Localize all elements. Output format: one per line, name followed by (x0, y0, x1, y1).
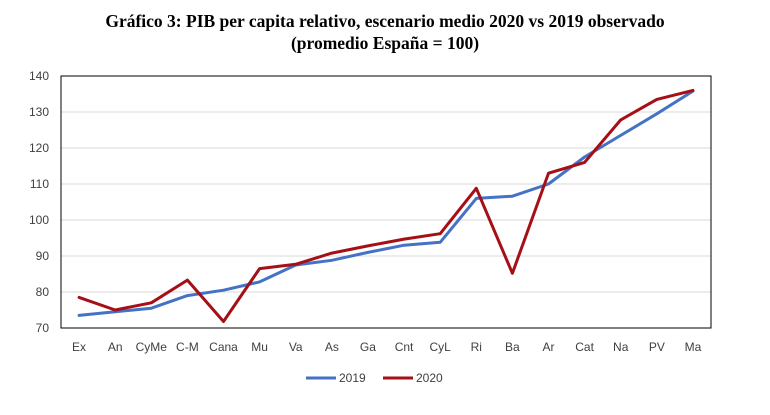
legend-label-2020: 2020 (416, 371, 443, 385)
data-point-2020 (258, 267, 261, 270)
data-point-2019 (547, 182, 550, 186)
data-point-2019 (186, 294, 189, 297)
data-point-2019 (366, 251, 370, 254)
data-point-2020 (511, 272, 514, 275)
data-point-2019 (258, 280, 261, 284)
legend-label-2019: 2019 (339, 371, 366, 385)
series-lines (77, 88, 695, 323)
data-point-2020 (547, 172, 550, 175)
x-tick-label: Ga (360, 340, 376, 354)
data-point-2020 (113, 308, 117, 312)
legend: 2019 2020 (306, 371, 443, 385)
data-point-2020 (475, 187, 478, 190)
data-point-2020 (619, 118, 622, 122)
x-tick-label: Cnt (395, 340, 414, 354)
data-point-2019 (402, 244, 406, 247)
data-point-2019 (655, 112, 659, 116)
y-tick-label: 140 (29, 69, 49, 83)
x-tick-label: Ba (505, 340, 520, 354)
x-axis: Ex An CyMe C-M Cana Mu Va As Ga Cnt CyL Ri Ba Ar Cat Na… (72, 340, 702, 354)
y-axis: 70 80 90 100 110 120 130 140 (29, 69, 49, 335)
y-tick-label: 110 (30, 177, 49, 191)
data-point-2020 (655, 98, 659, 101)
data-point-2020 (583, 161, 586, 164)
x-tick-label: Mu (251, 340, 268, 354)
x-tick-label: As (325, 340, 339, 354)
chart-title: Gráfico 3: PIB per capita relativo, esce… (0, 10, 770, 54)
y-tick-label: 120 (29, 141, 49, 155)
data-point-2020 (222, 320, 225, 323)
data-point-2019 (77, 314, 81, 317)
gridlines (61, 111, 711, 293)
x-tick-label: CyMe (136, 340, 168, 354)
data-point-2020 (438, 232, 442, 235)
data-point-2019 (583, 155, 586, 159)
data-point-2019 (511, 195, 514, 198)
x-tick-label: An (108, 340, 123, 354)
x-tick-label: Ar (543, 340, 555, 354)
data-point-2020 (330, 251, 334, 255)
data-point-2020 (77, 296, 81, 299)
y-tick-label: 80 (36, 285, 50, 299)
y-tick-label: 70 (36, 321, 50, 335)
x-tick-label: Ex (72, 340, 86, 354)
data-point-2020 (402, 237, 406, 241)
x-tick-label: C-M (176, 340, 199, 354)
data-point-2020 (366, 244, 370, 248)
data-point-2019 (438, 241, 442, 244)
y-tick-label: 90 (36, 249, 50, 263)
chart-title-line: Gráfico 3: PIB per capita relativo, esce… (105, 11, 665, 31)
x-tick-label: Ri (471, 340, 482, 354)
data-point-2020 (150, 301, 153, 304)
x-tick-label: Cat (575, 340, 594, 354)
x-tick-label: PV (649, 340, 665, 354)
x-tick-label: CyL (429, 340, 451, 354)
y-tick-label: 100 (29, 213, 49, 227)
data-point-2019 (222, 289, 225, 292)
data-point-2020 (186, 278, 189, 282)
chart-subtitle: (promedio España = 100) (290, 33, 480, 53)
data-point-2019 (150, 307, 153, 310)
series-line-2020 (77, 88, 695, 323)
x-tick-label: Ma (685, 340, 702, 354)
series-line-2019 (77, 89, 695, 317)
data-point-2019 (330, 259, 334, 262)
data-point-2019 (619, 134, 622, 137)
x-tick-label: Va (289, 340, 303, 354)
y-tick-label: 130 (29, 105, 49, 119)
x-tick-label: Cana (209, 340, 238, 354)
x-tick-label: Na (613, 340, 629, 354)
data-point-2020 (294, 263, 297, 266)
data-point-2019 (475, 197, 478, 200)
plot-area-border (60, 75, 712, 329)
data-point-2020 (691, 89, 695, 92)
